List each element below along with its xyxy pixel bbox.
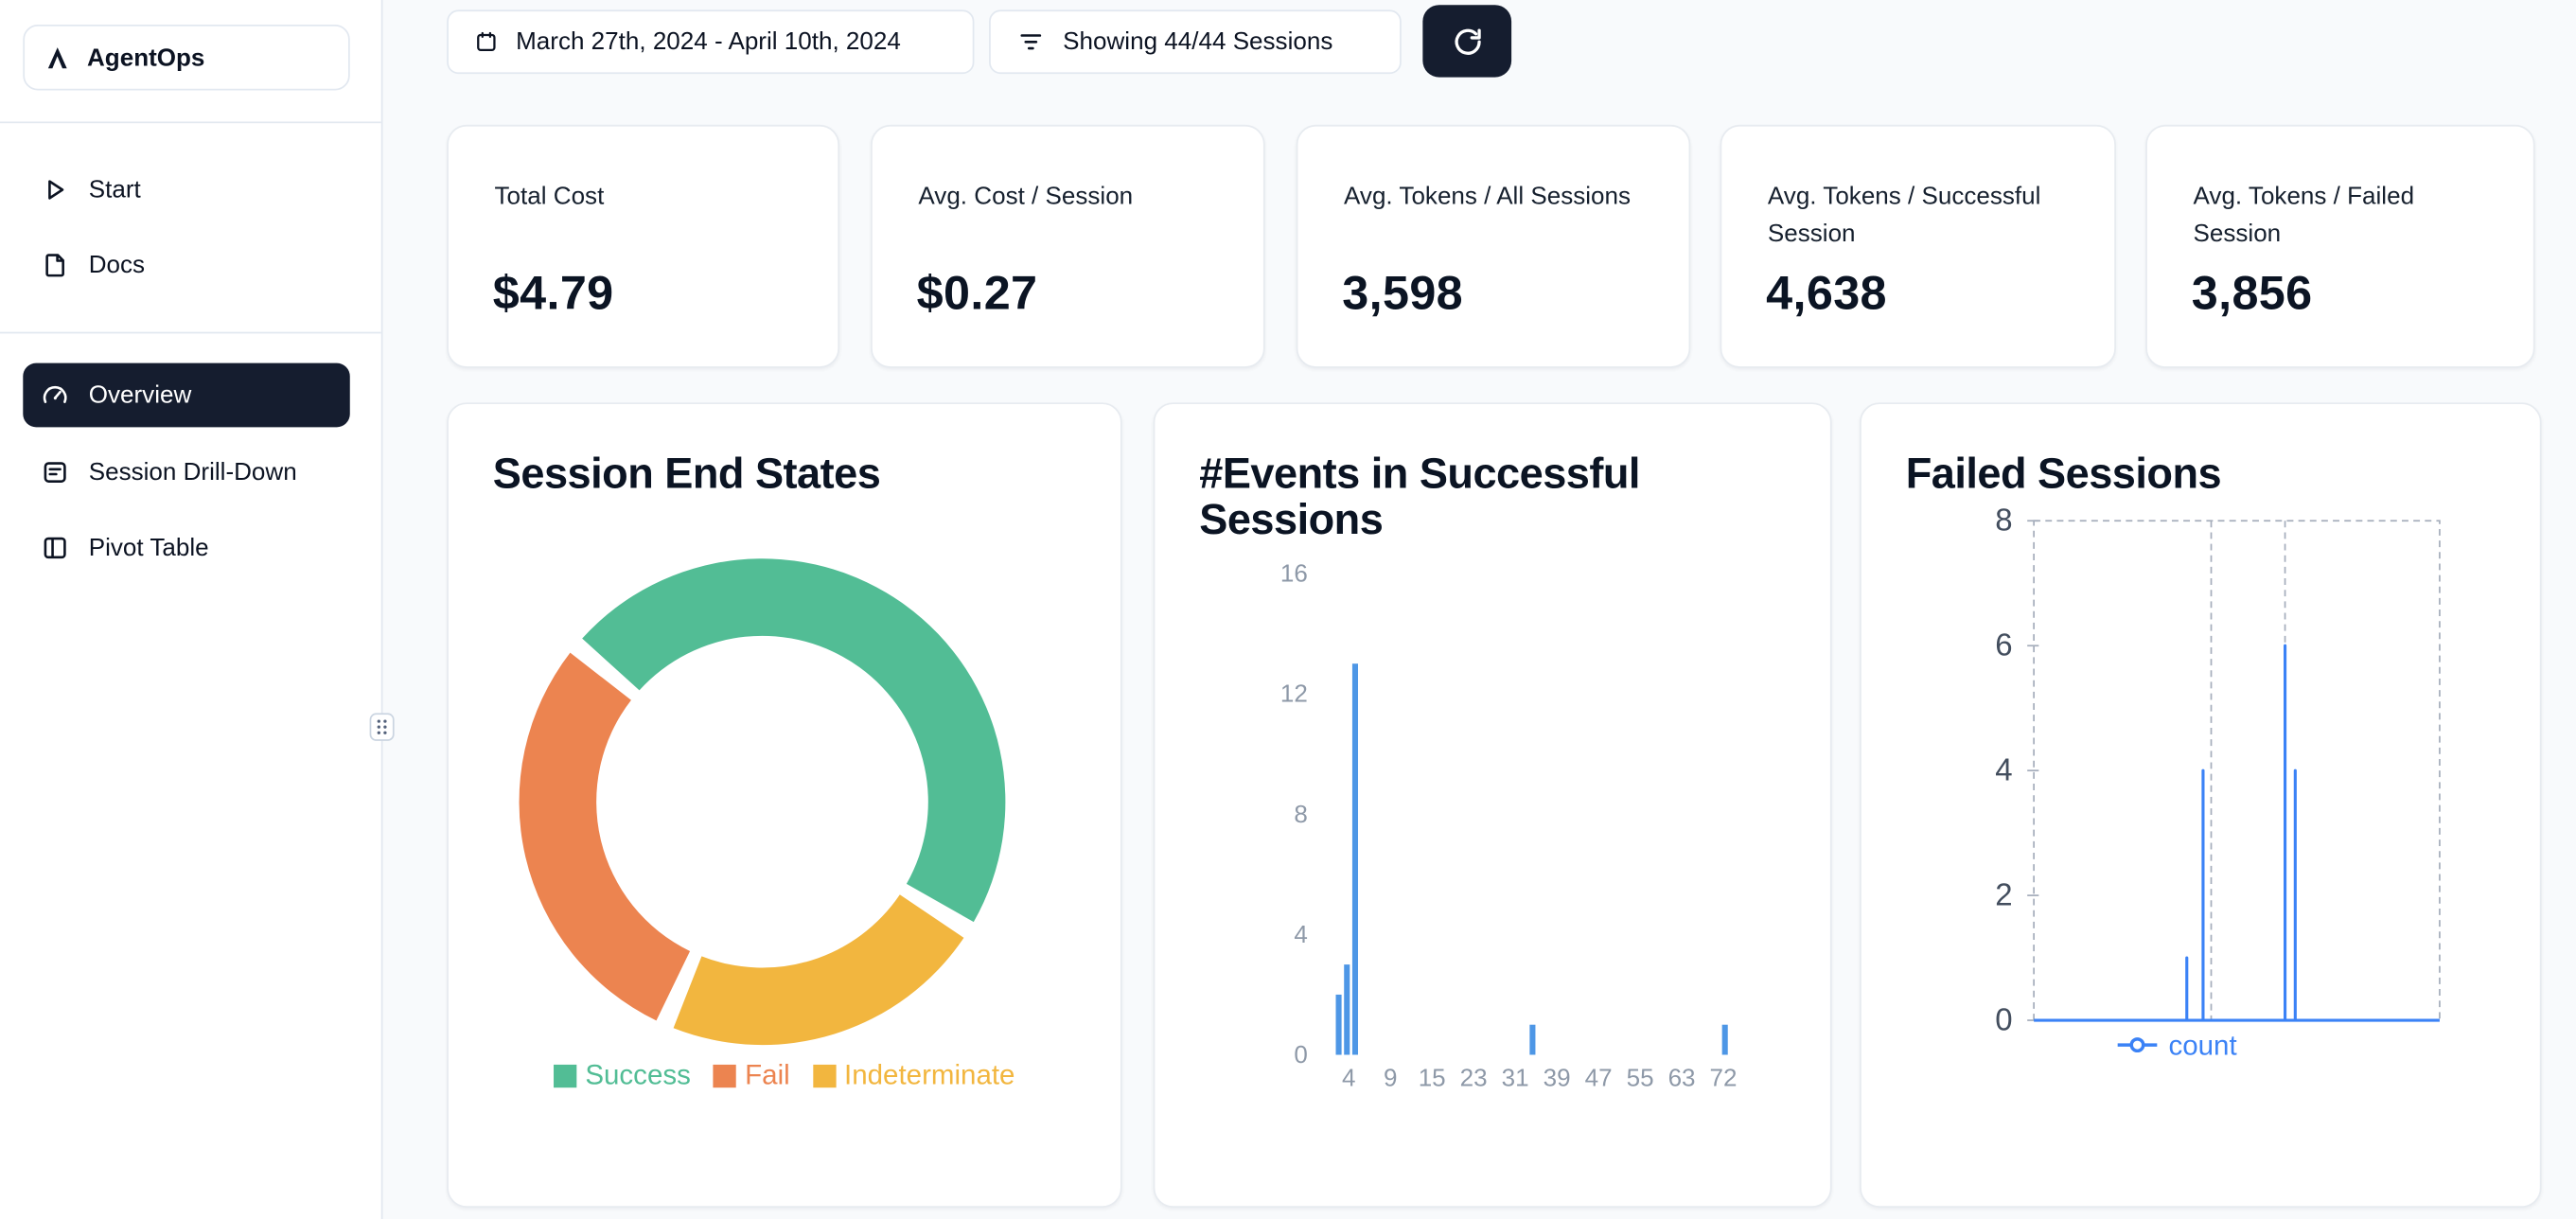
sidebar-item-docs[interactable]: Docs [23,234,349,296]
chart-card-session-end-states: Session End States Success Fail Indeterm… [447,402,1122,1208]
sessions-filter-label: Showing 44/44 Sessions [1063,27,1333,57]
legend-label: Success [585,1059,691,1091]
sidebar-item-pivot-table[interactable]: Pivot Table [23,516,349,578]
agentops-logo-icon [43,44,72,72]
svg-text:63: 63 [1668,1063,1696,1091]
svg-text:0: 0 [1995,1001,2012,1036]
sidebar-divider [0,331,381,334]
svg-text:6: 6 [1995,627,2012,662]
stat-value: $0.27 [916,267,1038,321]
chart-title: #Events in Successful Sessions [1199,448,1640,544]
svg-text:4: 4 [1995,752,2012,787]
legend-swatch [714,1064,737,1088]
svg-text:47: 47 [1585,1063,1613,1091]
app-logo[interactable]: AgentOps [23,25,350,91]
docs-icon [41,251,69,279]
legend-label: Indeterminate [844,1059,1015,1091]
events-bar-chart: 0 4 8 12 16 4 9 15 23 31 39 47 55 63 72 [1280,559,1738,1092]
stat-label: Avg. Tokens / All Sessions [1344,182,1632,211]
svg-text:4: 4 [1294,920,1307,948]
legend-label: Fail [745,1059,790,1091]
legend-swatch [813,1064,837,1088]
svg-text:8: 8 [1995,503,2012,538]
stat-card-total-cost: Total Cost $4.79 [447,124,840,368]
chart-title: Failed Sessions [1905,448,2222,498]
svg-text:count: count [2168,1030,2236,1061]
svg-text:23: 23 [1460,1063,1488,1091]
refresh-icon [1452,26,1483,57]
stat-card-avg-tokens-all: Avg. Tokens / All Sessions 3,598 [1296,124,1691,368]
failed-sessions-line-chart: 0 2 4 6 8 count [1995,503,2441,1061]
filter-icon [1017,28,1046,57]
stat-value: $4.79 [492,267,614,321]
sessions-filter-button[interactable]: Showing 44/44 Sessions [989,9,1402,75]
sidebar: AgentOps Start Docs Overview [0,0,383,1219]
svg-text:12: 12 [1280,680,1308,708]
stat-value: 3,598 [1342,267,1464,321]
svg-text:2: 2 [1995,877,2012,912]
svg-text:0: 0 [1294,1040,1307,1069]
svg-text:55: 55 [1627,1063,1654,1091]
pivot-icon [41,533,69,561]
svg-text:16: 16 [1280,559,1308,588]
sidebar-item-label: Session Drill-Down [88,457,297,486]
legend-swatch [554,1064,577,1088]
svg-text:39: 39 [1544,1063,1571,1091]
sidebar-item-label: Overview [88,380,192,410]
sidebar-item-label: Docs [88,250,146,279]
svg-text:72: 72 [1710,1063,1738,1091]
sidebar-item-overview[interactable]: Overview [23,362,350,428]
date-range-button[interactable]: March 27th, 2024 - April 10th, 2024 [447,9,975,75]
legend-item-fail: Fail [714,1060,790,1093]
drilldown-icon [41,457,69,486]
sidebar-item-start[interactable]: Start [23,158,349,221]
sidebar-divider [0,121,381,124]
date-range-label: March 27th, 2024 - April 10th, 2024 [516,27,901,57]
grip-dots-icon [377,719,387,734]
stat-label: Avg. Cost / Session [918,182,1134,211]
stat-label: Total Cost [494,182,605,211]
legend-item-indeterminate: Indeterminate [813,1060,1015,1093]
calendar-icon [475,29,498,54]
stat-label: Avg. Tokens / Failed Session [2193,182,2415,249]
chart-card-events-in-successful-sessions: #Events in Successful Sessions 0 4 8 12 16 4 9… [1153,402,1832,1208]
svg-text:4: 4 [1342,1063,1355,1091]
svg-text:8: 8 [1294,800,1307,828]
gauge-icon [41,381,69,410]
sidebar-item-label: Start [88,174,141,203]
sidebar-item-session-drill-down[interactable]: Session Drill-Down [23,440,349,503]
stat-value: 3,856 [2191,267,2313,321]
stat-label: Avg. Tokens / Successful Session [1767,182,2041,249]
stat-card-avg-cost-session: Avg. Cost / Session $0.27 [871,124,1265,368]
app-name: AgentOps [87,44,205,72]
chart-card-failed-sessions: Failed Sessions 0 2 4 6 8 count [1860,402,2542,1208]
play-icon [41,175,69,203]
chart-title: Session End States [492,448,881,498]
session-end-states-donut-chart [519,558,1006,1046]
stat-value: 4,638 [1766,267,1887,321]
svg-text:15: 15 [1419,1063,1446,1091]
svg-text:31: 31 [1502,1063,1529,1091]
donut-legend: Success Fail Indeterminate [449,1060,1120,1093]
svg-text:9: 9 [1384,1063,1397,1091]
legend-item-success: Success [554,1060,691,1093]
refresh-button[interactable] [1422,5,1512,78]
sidebar-item-label: Pivot Table [88,533,209,561]
sidebar-resize-handle[interactable] [369,713,395,741]
stat-card-avg-tokens-successful: Avg. Tokens / Successful Session 4,638 [1720,124,2116,368]
stat-card-avg-tokens-failed: Avg. Tokens / Failed Session 3,856 [2145,124,2535,368]
